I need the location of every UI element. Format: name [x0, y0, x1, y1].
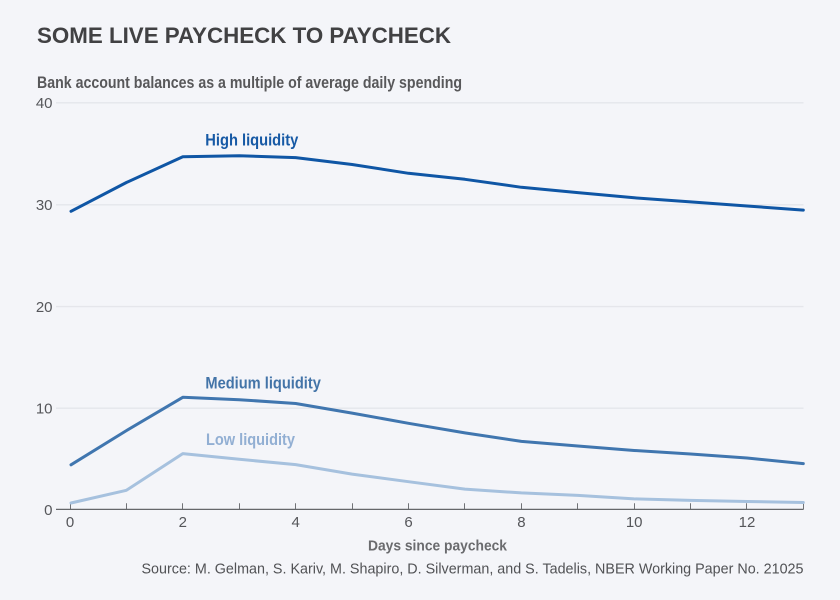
svg-text:High liquidity: High liquidity: [205, 131, 299, 149]
svg-text:Source: M. Gelman, S. Kariv, M: Source: M. Gelman, S. Kariv, M. Shapiro,…: [142, 561, 804, 577]
svg-text:0: 0: [66, 514, 74, 531]
svg-text:40: 40: [36, 95, 53, 112]
svg-text:6: 6: [404, 514, 412, 531]
svg-text:0: 0: [44, 502, 52, 519]
svg-text:SOME LIVE PAYCHECK TO PAYCHECK: SOME LIVE PAYCHECK TO PAYCHECK: [37, 23, 452, 48]
svg-text:8: 8: [517, 514, 525, 531]
svg-text:30: 30: [36, 197, 53, 214]
svg-text:10: 10: [36, 401, 53, 418]
svg-text:2: 2: [179, 514, 187, 531]
svg-text:Low liquidity: Low liquidity: [206, 431, 296, 449]
svg-text:4: 4: [292, 514, 300, 531]
svg-text:Days since paycheck: Days since paycheck: [368, 537, 507, 554]
svg-text:10: 10: [626, 514, 643, 531]
svg-text:Medium liquidity: Medium liquidity: [205, 375, 321, 393]
svg-text:Bank account balances as a mul: Bank account balances as a multiple of a…: [37, 73, 462, 92]
svg-text:12: 12: [739, 514, 756, 531]
svg-text:20: 20: [36, 299, 53, 316]
